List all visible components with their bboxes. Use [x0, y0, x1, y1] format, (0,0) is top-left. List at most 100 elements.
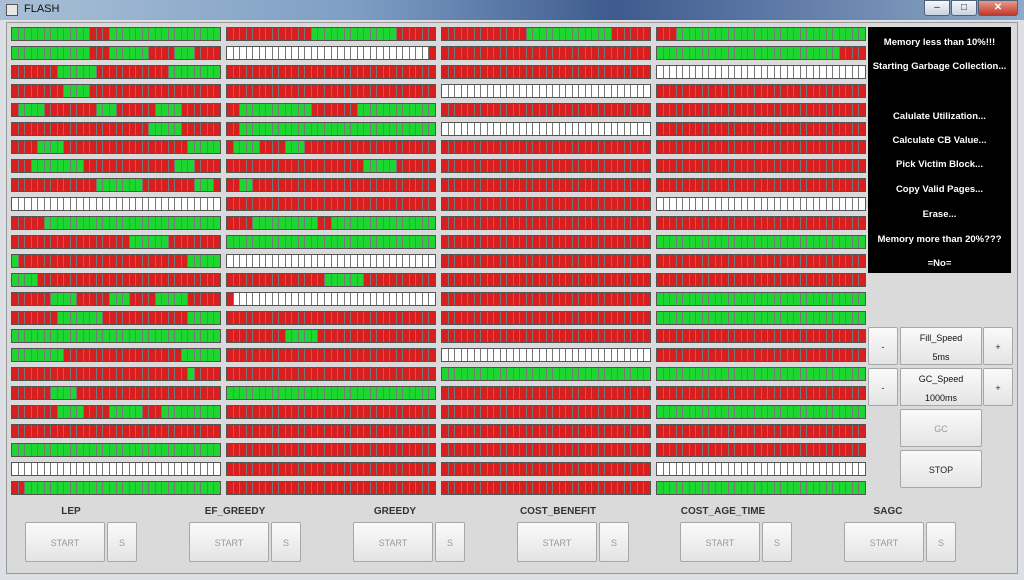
flash-page	[500, 425, 507, 437]
flash-page	[357, 198, 364, 210]
ef-greedy-s-button[interactable]: S	[271, 522, 301, 562]
fill-speed-increase-button[interactable]: +	[983, 327, 1013, 365]
console-line: Copy Valid Pages...	[895, 184, 984, 195]
lep-start-button[interactable]: START	[25, 522, 105, 562]
flash-page	[181, 123, 188, 135]
flash-page	[201, 28, 207, 40]
flash-page	[207, 444, 214, 456]
flash-page	[214, 66, 220, 78]
minimize-button[interactable]: –	[924, 0, 950, 16]
flash-page	[774, 312, 781, 324]
flash-page	[676, 368, 683, 380]
flash-page	[162, 463, 168, 475]
lep-s-button[interactable]: S	[107, 522, 137, 562]
flash-page	[859, 349, 865, 361]
flash-page	[468, 482, 474, 494]
flash-page	[12, 66, 18, 78]
flash-page	[422, 198, 429, 210]
flash-page	[188, 406, 194, 418]
flash-page	[149, 66, 155, 78]
flash-page	[285, 217, 292, 229]
flash-page	[526, 236, 533, 248]
flash-page	[852, 123, 859, 135]
flash-page	[598, 123, 605, 135]
flash-page	[390, 85, 396, 97]
flash-page	[663, 425, 670, 437]
flash-page	[116, 141, 123, 153]
greedy-start-button[interactable]: START	[353, 522, 433, 562]
flash-page	[709, 425, 715, 437]
flash-page	[539, 123, 546, 135]
cost-age-time-s-button[interactable]: S	[762, 522, 792, 562]
flash-page	[12, 28, 18, 40]
flash-page	[461, 85, 468, 97]
gc-button[interactable]: GC	[900, 409, 982, 447]
cost-benefit-start-button[interactable]: START	[517, 522, 597, 562]
fill-speed-decrease-button[interactable]: -	[868, 327, 898, 365]
flash-page	[246, 179, 253, 191]
flash-page	[259, 160, 266, 172]
sagc-start-button[interactable]: START	[844, 522, 924, 562]
cost-benefit-s-button[interactable]: S	[599, 522, 629, 562]
flash-page	[233, 255, 240, 267]
flash-page	[259, 274, 266, 286]
flash-page	[155, 123, 162, 135]
flash-page	[377, 255, 383, 267]
cost-age-time-start-button[interactable]: START	[680, 522, 760, 562]
flash-page	[689, 160, 696, 172]
flash-page	[852, 368, 859, 380]
flash-page	[644, 330, 650, 342]
flash-page	[487, 425, 494, 437]
sagc-s-button[interactable]: S	[926, 522, 956, 562]
flash-page	[833, 255, 839, 267]
flash-page	[272, 47, 279, 59]
flash-page	[579, 312, 585, 324]
flash-page	[468, 293, 474, 305]
close-button[interactable]: ✕	[978, 0, 1018, 16]
flash-page	[103, 141, 109, 153]
flash-page	[38, 444, 44, 456]
flash-page	[18, 123, 25, 135]
flash-page	[513, 312, 520, 324]
stop-button[interactable]: STOP	[900, 450, 982, 488]
flash-page	[702, 482, 709, 494]
flash-page	[494, 255, 500, 267]
flash-page	[500, 123, 507, 135]
flash-page	[103, 425, 109, 437]
flash-page	[676, 255, 683, 267]
flash-page	[396, 312, 403, 324]
flash-page	[852, 312, 859, 324]
flash-page	[227, 123, 233, 135]
flash-page	[324, 387, 331, 399]
flash-page	[129, 160, 136, 172]
console-line: Starting Garbage Collection...	[872, 61, 1007, 72]
flash-page	[787, 406, 794, 418]
flash-page	[364, 217, 370, 229]
flash-page	[709, 406, 715, 418]
maximize-button[interactable]: □	[951, 0, 977, 16]
flash-page	[533, 349, 539, 361]
ef-greedy-start-button[interactable]: START	[189, 522, 269, 562]
flash-page	[129, 28, 136, 40]
gc-speed-increase-button[interactable]: +	[983, 368, 1013, 406]
flash-block	[226, 424, 436, 438]
flash-page	[481, 28, 487, 40]
flash-page	[331, 28, 338, 40]
flash-page	[77, 330, 83, 342]
flash-panel	[11, 27, 221, 499]
flash-page	[553, 293, 559, 305]
flash-page	[298, 198, 305, 210]
flash-page	[324, 293, 331, 305]
flash-page	[51, 123, 57, 135]
flash-page	[807, 463, 813, 475]
flash-page	[370, 66, 377, 78]
flash-page	[800, 47, 807, 59]
flash-page	[526, 28, 533, 40]
flash-page	[70, 255, 77, 267]
flash-page	[155, 104, 162, 116]
flash-page	[416, 463, 422, 475]
gc-speed-decrease-button[interactable]: -	[868, 368, 898, 406]
flash-page	[807, 198, 813, 210]
greedy-s-button[interactable]: S	[435, 522, 465, 562]
flash-page	[44, 406, 51, 418]
